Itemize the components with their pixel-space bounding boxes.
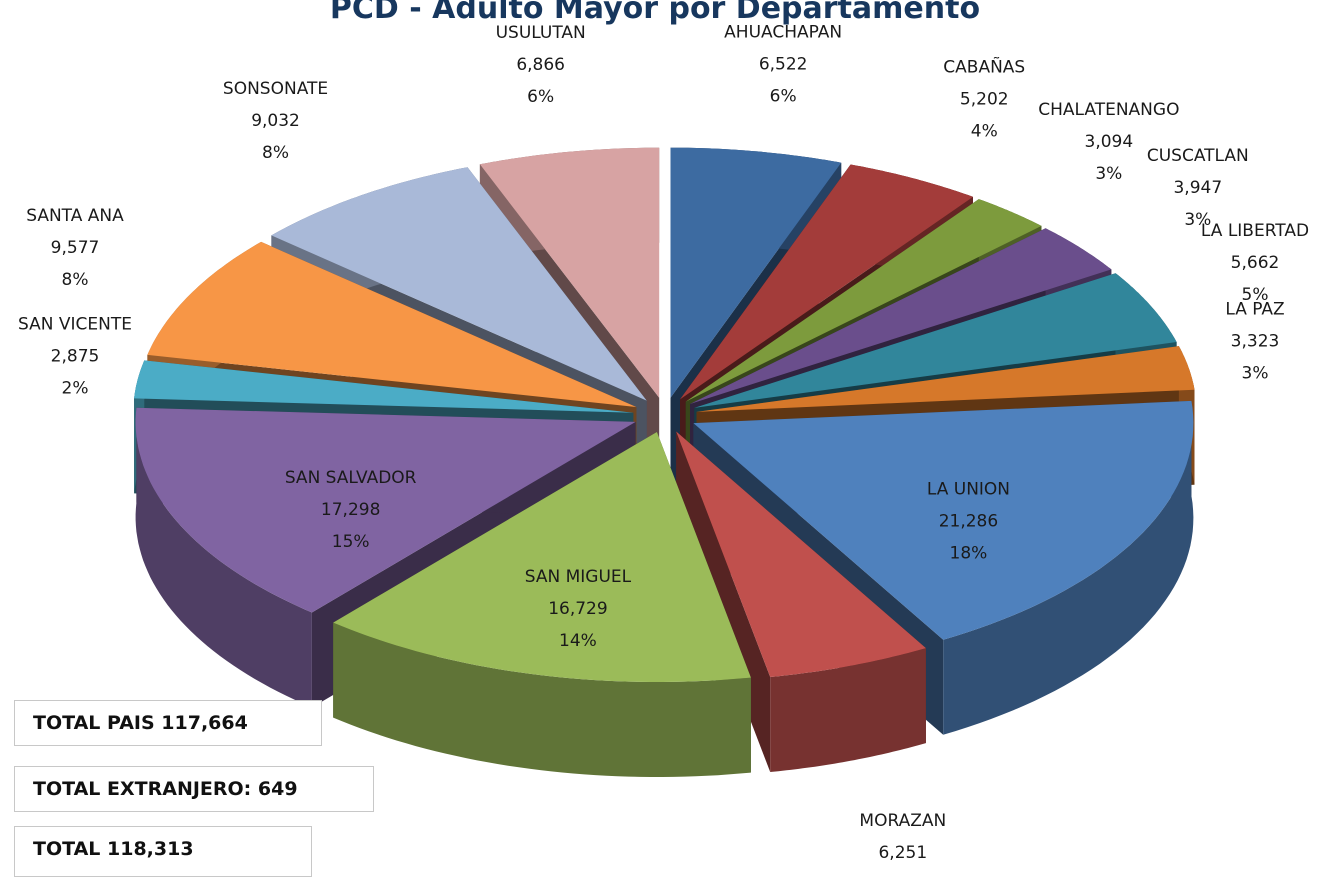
- data-label: 5,662: [1231, 253, 1280, 273]
- data-label: 9,577: [51, 238, 100, 258]
- data-label: 3%: [1242, 363, 1269, 383]
- slice-top: [685, 199, 1042, 402]
- data-label: 2,875: [51, 346, 100, 366]
- data-label: SAN MIGUEL: [525, 567, 632, 587]
- data-label: LA PAZ: [1225, 299, 1284, 319]
- data-label: 5,202: [960, 89, 1009, 109]
- data-label: 3,094: [1085, 132, 1134, 152]
- slice-top: [693, 400, 1194, 640]
- data-label: 6,522: [759, 55, 808, 75]
- data-label: CHALATENANGO: [1038, 100, 1179, 120]
- slice-top: [134, 360, 634, 413]
- data-label: LA UNION: [927, 480, 1010, 500]
- data-label: 5%: [1242, 285, 1269, 305]
- data-label: 18%: [950, 544, 988, 564]
- data-label: 4%: [971, 121, 998, 141]
- chart-title: PCD - Adulto Mayor por Departamento: [330, 0, 980, 26]
- data-label: SAN VICENTE: [18, 314, 132, 334]
- slice-top: [271, 167, 647, 401]
- slice-top: [680, 164, 973, 400]
- slice-top: [333, 432, 751, 682]
- data-label: LA LIBERTAD: [1201, 221, 1309, 241]
- data-label: MORAZAN: [859, 811, 946, 831]
- slice-top: [694, 273, 1177, 408]
- data-label: 6%: [527, 87, 554, 107]
- slice-top: [147, 241, 637, 408]
- data-label: SANTA ANA: [26, 206, 124, 226]
- slice-side: [333, 622, 751, 777]
- total-box: TOTAL EXTRANJERO: 649: [14, 766, 374, 812]
- slice-top: [670, 147, 842, 398]
- data-label: 21,286: [939, 512, 998, 532]
- data-label: 6,866: [516, 55, 565, 75]
- data-label: 6,251: [878, 843, 927, 863]
- slice-side: [943, 400, 1194, 735]
- data-label: 3,323: [1231, 331, 1280, 351]
- data-label: 2%: [62, 378, 89, 398]
- data-label: 14%: [559, 631, 597, 651]
- data-label: 8%: [62, 270, 89, 290]
- slice-top: [479, 147, 660, 398]
- data-label: 6%: [770, 87, 797, 107]
- slice-top: [135, 407, 636, 613]
- data-label: 15%: [332, 532, 370, 552]
- data-label: AHUACHAPAN: [724, 23, 842, 43]
- slice-top: [676, 431, 926, 677]
- data-label: SAN SALVADOR: [285, 468, 417, 488]
- data-label: 17,298: [321, 500, 380, 520]
- total-box: TOTAL 118,313: [14, 826, 312, 877]
- slice-top: [696, 346, 1195, 412]
- slice-top: [690, 228, 1112, 404]
- data-label: CABAÑAS: [943, 55, 1025, 77]
- data-label: 3,947: [1173, 178, 1222, 198]
- data-label: USULUTAN: [496, 23, 586, 43]
- slice-side: [135, 407, 312, 708]
- data-label: 16,729: [548, 599, 607, 619]
- slice: [333, 432, 751, 777]
- data-label: CUSCATLAN: [1147, 146, 1249, 166]
- data-label: 3%: [1184, 210, 1211, 230]
- total-box: TOTAL PAIS 117,664: [14, 700, 322, 746]
- data-label: 9,032: [251, 111, 300, 131]
- data-label: SONSONATE: [223, 79, 328, 99]
- data-label: 8%: [262, 143, 289, 163]
- slice-side: [770, 648, 926, 772]
- data-label: 3%: [1095, 164, 1122, 184]
